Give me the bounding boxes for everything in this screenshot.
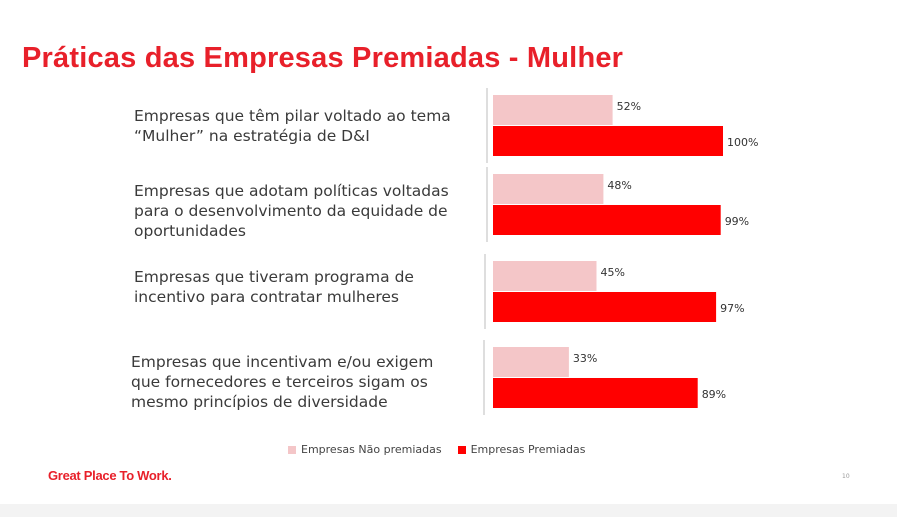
data-label-nao-premiadas-2: 48%: [607, 179, 631, 192]
category-label-2: Empresas que adotam políticas voltadas p…: [134, 182, 449, 240]
bar-nao-premiadas-1: [493, 95, 613, 125]
data-label-nao-premiadas-1: 52%: [617, 100, 641, 113]
bar-nao-premiadas-3: [493, 261, 597, 291]
legend-swatch-nao-premiadas: [288, 445, 296, 454]
legend-item-premiadas: Empresas Premiadas: [457, 443, 586, 456]
legend-label-nao-premiadas: Empresas Não premiadas: [301, 443, 442, 456]
legend-label-premiadas: Empresas Premiadas: [470, 443, 586, 456]
bottom-strip: [0, 504, 897, 517]
legend: Empresas Não premiadas Empresas Premiada…: [288, 443, 585, 456]
data-label-premiadas-4: 89%: [702, 388, 726, 401]
data-label-premiadas-3: 97%: [720, 302, 744, 315]
data-label-premiadas-2: 99%: [725, 215, 749, 228]
legend-swatch-premiadas: [457, 445, 466, 454]
category-label-1: Empresas que têm pilar voltado ao tema “…: [134, 107, 451, 145]
data-label-premiadas-1: 100%: [727, 136, 758, 149]
data-label-nao-premiadas-4: 33%: [573, 352, 597, 365]
legend-item-nao-premiadas: Empresas Não premiadas: [288, 443, 442, 456]
brand-logo: Great Place To Work.: [48, 468, 172, 483]
data-label-nao-premiadas-3: 45%: [601, 266, 625, 279]
bar-nao-premiadas-4: [493, 347, 569, 377]
bar-premiadas-2: [493, 205, 721, 235]
category-label-3: Empresas que tiveram programa de incenti…: [134, 268, 414, 306]
page-title: Práticas das Empresas Premiadas - Mulher: [22, 42, 624, 74]
bar-premiadas-4: [493, 378, 698, 408]
category-label-4: Empresas que incentivam e/ou exigem que …: [131, 353, 434, 411]
bar-premiadas-1: [493, 126, 723, 156]
page-number: 10: [842, 473, 850, 480]
bar-nao-premiadas-2: [493, 174, 604, 204]
bar-premiadas-3: [493, 292, 717, 322]
